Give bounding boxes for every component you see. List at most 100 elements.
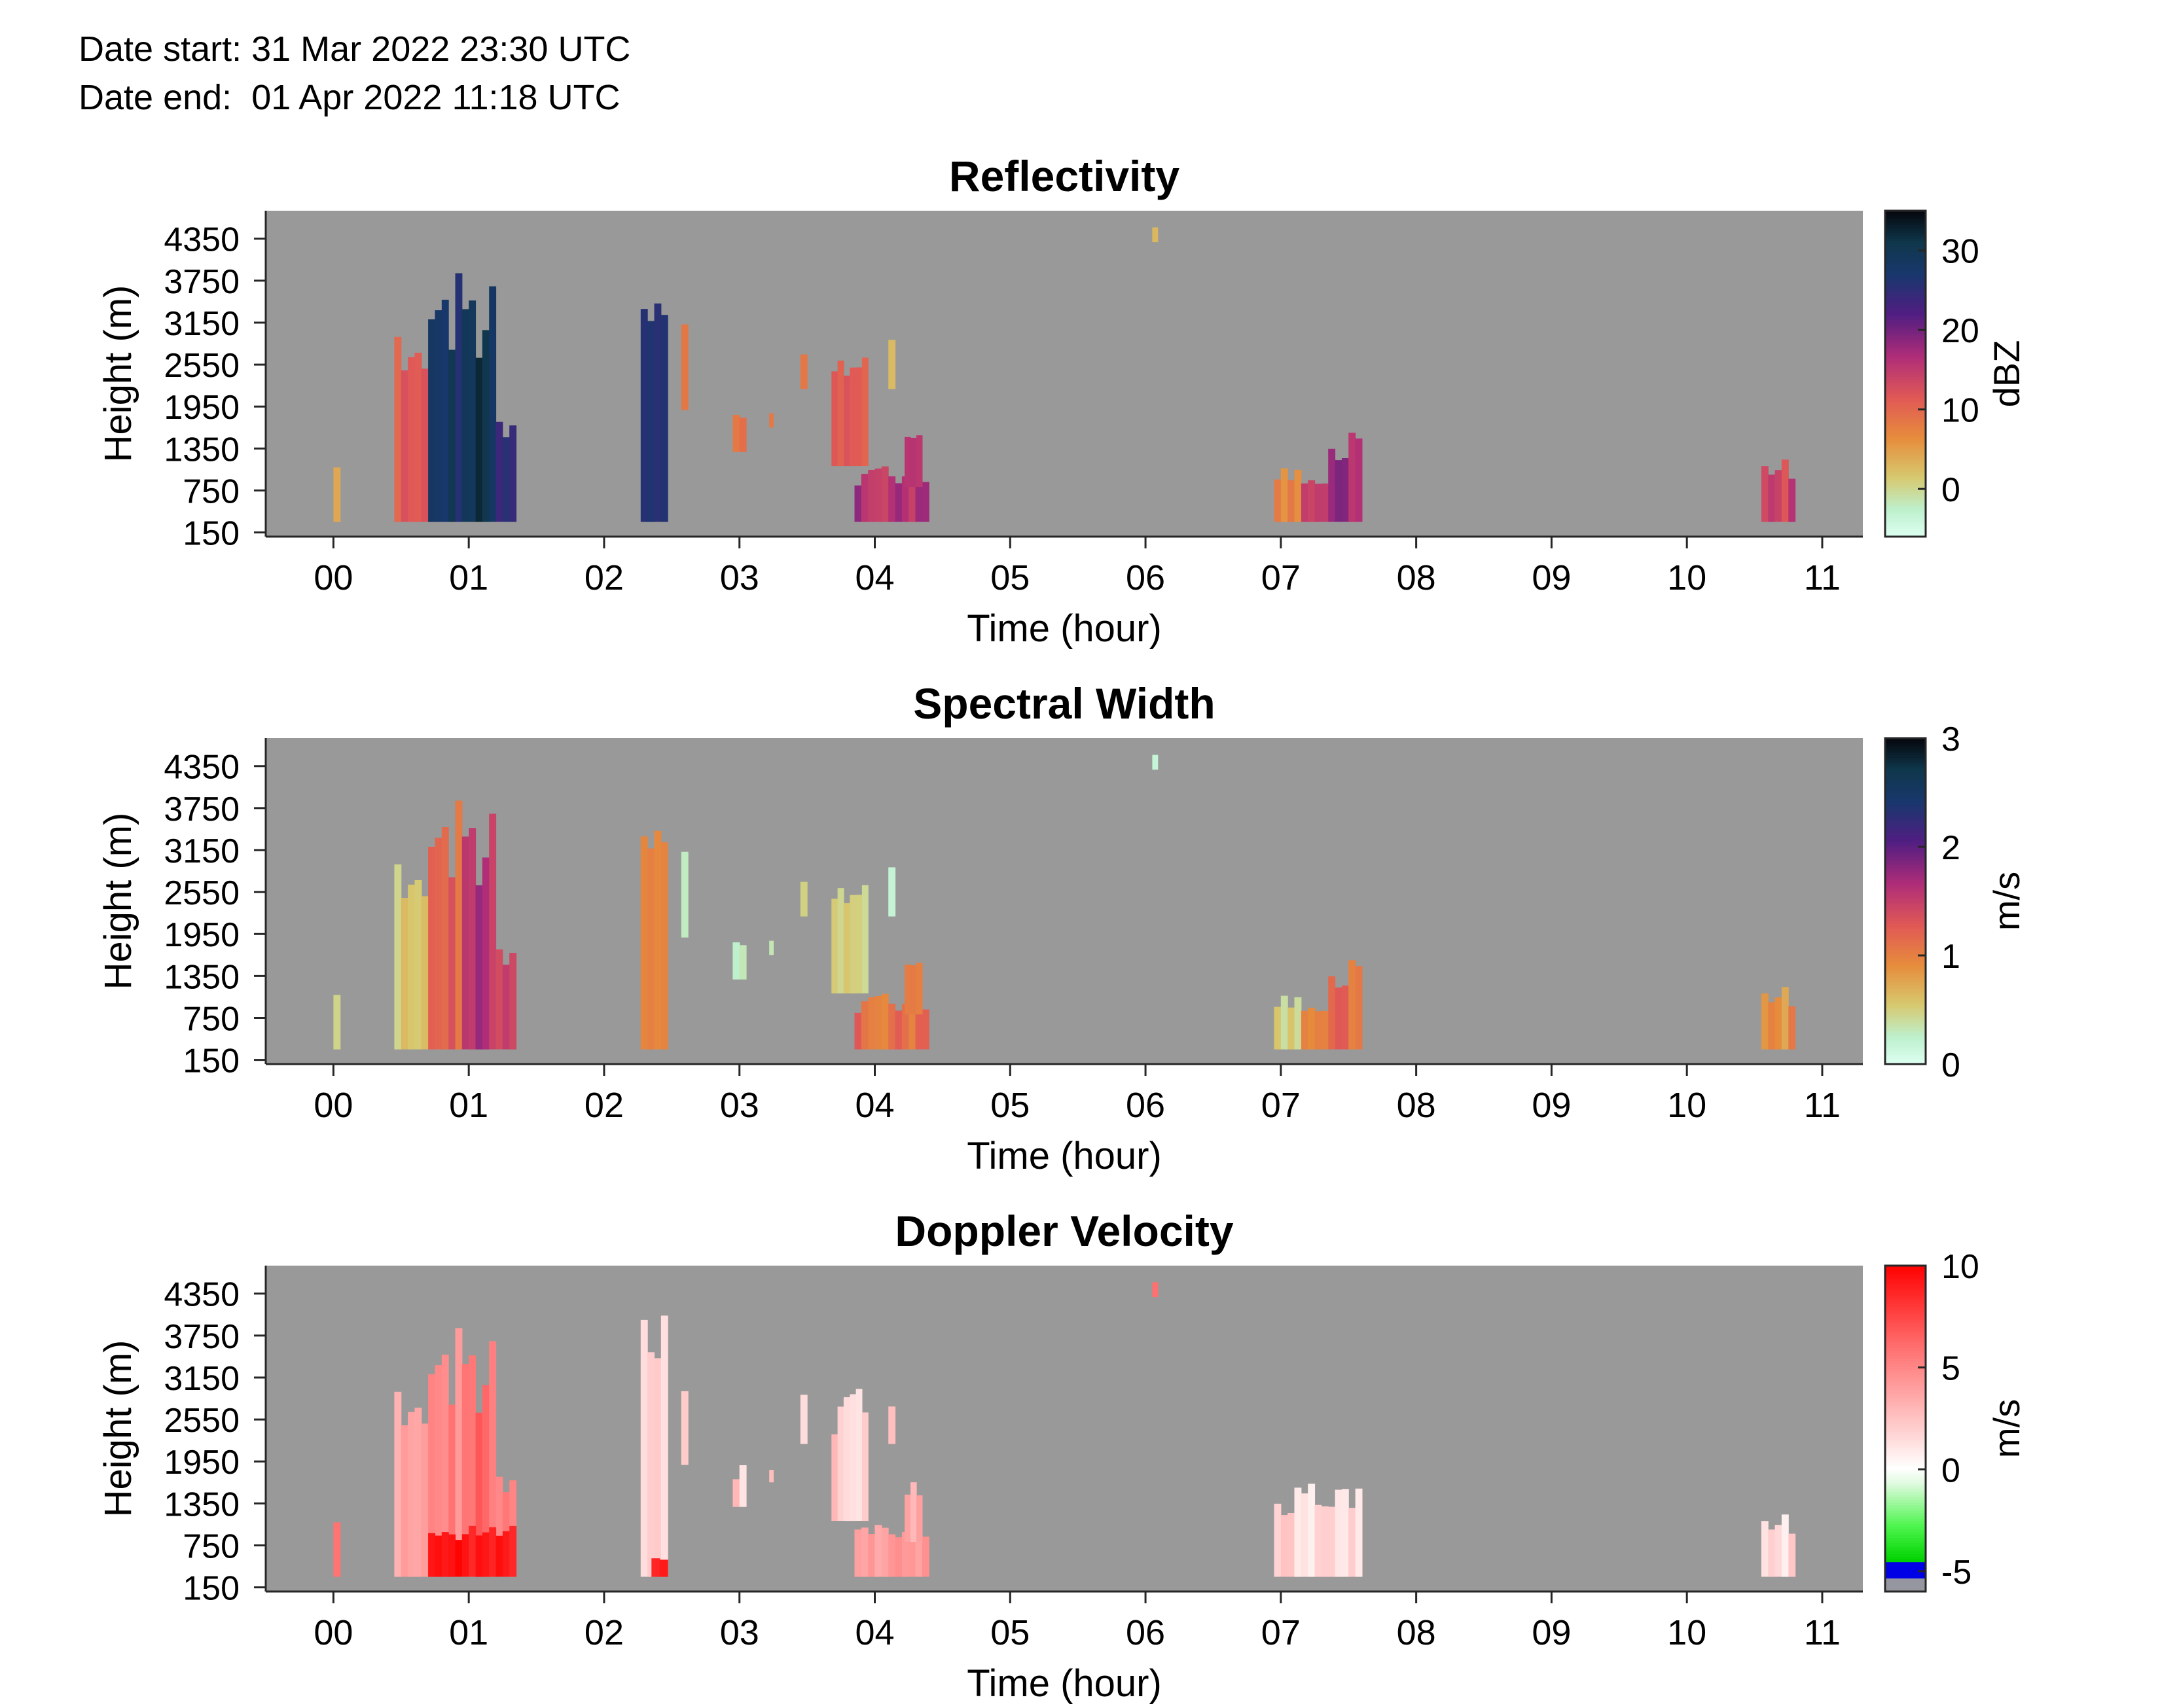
colorbar-swatch: [1885, 235, 1926, 239]
colorbar-swatch: [1885, 762, 1926, 766]
echo-cell: [1152, 1282, 1159, 1298]
echo-column: [800, 881, 808, 917]
colorbar-frame: [1884, 209, 1927, 538]
colorbar-swatch: [1885, 828, 1926, 831]
echo-column: [475, 885, 483, 1050]
colorbar-swatch: [1885, 1550, 1926, 1554]
colorbar-swatch: [1885, 743, 1926, 747]
echo-column: [408, 357, 415, 522]
colorbar-swatch: [1885, 444, 1926, 448]
y-tick-label: 3150: [164, 832, 240, 870]
colorbar-swatch: [1885, 746, 1926, 750]
echo-column: [660, 1315, 668, 1577]
chart-title: Doppler Velocity: [895, 1207, 1233, 1255]
colorbar-swatch: [1885, 495, 1926, 499]
colorbar-swatch: [1885, 514, 1926, 518]
colorbar-swatch: [1885, 1025, 1926, 1029]
echo-cell: [854, 1525, 929, 1577]
colorbar-label: m/s: [1986, 872, 2027, 931]
echo-column: [922, 1009, 929, 1050]
echo-column: [482, 1532, 490, 1577]
echo-column: [654, 303, 662, 522]
colorbar-swatch: [1885, 1540, 1926, 1544]
colorbar-swatch: [1885, 335, 1926, 339]
colorbar-swatch: [1885, 1434, 1926, 1438]
y-tick-label: 150: [183, 515, 240, 553]
colorbar-swatch: [1885, 257, 1926, 260]
colorbar-swatch: [1885, 1512, 1926, 1516]
echo-column: [1152, 1282, 1159, 1298]
colorbar-swatch: [1885, 923, 1926, 927]
echo-column: [1774, 470, 1782, 522]
x-tick-label: 09: [1532, 1086, 1571, 1125]
echo-cell: [1274, 995, 1302, 1050]
colorbar-swatch: [1885, 232, 1926, 236]
echo-column: [861, 1412, 869, 1521]
echo-cell: [831, 357, 869, 467]
colorbar-swatch: [1885, 507, 1926, 510]
colorbar-swatch: [1885, 436, 1926, 440]
echo-cell: [640, 830, 668, 1050]
colorbar-tick-label: 3: [1941, 721, 1960, 758]
echo-column: [861, 885, 869, 993]
colorbar-swatch: [1885, 1588, 1926, 1592]
echo-column: [654, 1358, 662, 1577]
echo-column: [414, 880, 422, 1050]
colorbar-swatch: [1885, 365, 1926, 369]
colorbar-swatch: [1885, 912, 1926, 916]
colorbar-swatch: [1885, 1518, 1926, 1521]
echo-column: [502, 1531, 510, 1577]
colorbar-swatch: [1885, 1042, 1926, 1046]
echo-column: [401, 898, 408, 1050]
y-tick-label: 1350: [164, 1486, 240, 1523]
colorbar-swatch: [1885, 1355, 1926, 1359]
colorbar-tick-label: 0: [1941, 1451, 1960, 1489]
colorbar-swatch: [1885, 874, 1926, 878]
colorbar-swatch: [1885, 980, 1926, 984]
colorbar-swatch: [1885, 1295, 1926, 1299]
colorbar-swatch: [1885, 1268, 1926, 1272]
echo-layer: [333, 1282, 1796, 1577]
colorbar-swatch: [1885, 969, 1926, 972]
echo-column: [408, 1412, 415, 1577]
colorbar-swatch: [1885, 993, 1926, 997]
colorbar-swatch: [1885, 265, 1926, 268]
colorbar-swatch: [1885, 1450, 1926, 1454]
echo-column: [837, 888, 844, 994]
colorbar-label: dBZ: [1986, 340, 2027, 408]
echo-column: [1341, 986, 1349, 1050]
echo-cell: [831, 1389, 869, 1521]
date-start-value: 31 Mar 2022 23:30 UTC: [251, 29, 631, 69]
colorbar-swatch: [1885, 409, 1926, 412]
echo-column: [681, 1391, 689, 1465]
colorbar-swatch: [1885, 1393, 1926, 1397]
colorbar-frame: [1884, 737, 1927, 1065]
colorbar-swatch: [1885, 1401, 1926, 1405]
colorbar-swatch: [1885, 890, 1926, 894]
echo-column: [495, 1476, 503, 1577]
echo-column: [922, 482, 929, 522]
echo-column: [843, 1397, 850, 1521]
colorbar-swatch: [1885, 344, 1926, 347]
colorbar-swatch: [1885, 370, 1926, 374]
echo-column: [475, 357, 483, 522]
colorbar-swatch: [1885, 942, 1926, 946]
colorbar-swatch: [1885, 1048, 1926, 1052]
x-tick-label: 10: [1667, 558, 1706, 597]
echo-column: [681, 851, 689, 938]
echo-layer: [333, 227, 1796, 522]
colorbar-swatch: [1885, 395, 1926, 399]
colorbar-swatch: [1885, 1058, 1926, 1062]
echo-column: [489, 1527, 497, 1577]
colorbar-swatch: [1885, 1458, 1926, 1462]
echo-column: [915, 482, 923, 522]
x-tick-label: 10: [1667, 1613, 1706, 1652]
colorbar-swatch: [1885, 1406, 1926, 1410]
colorbar-swatch: [1885, 1304, 1926, 1308]
echo-column: [441, 1355, 449, 1577]
colorbar-swatch: [1885, 1580, 1926, 1584]
colorbar-swatch: [1885, 313, 1926, 317]
colorbar-swatch: [1885, 211, 1926, 214]
x-tick-label: 08: [1397, 558, 1436, 597]
colorbar-swatch: [1885, 1586, 1926, 1590]
